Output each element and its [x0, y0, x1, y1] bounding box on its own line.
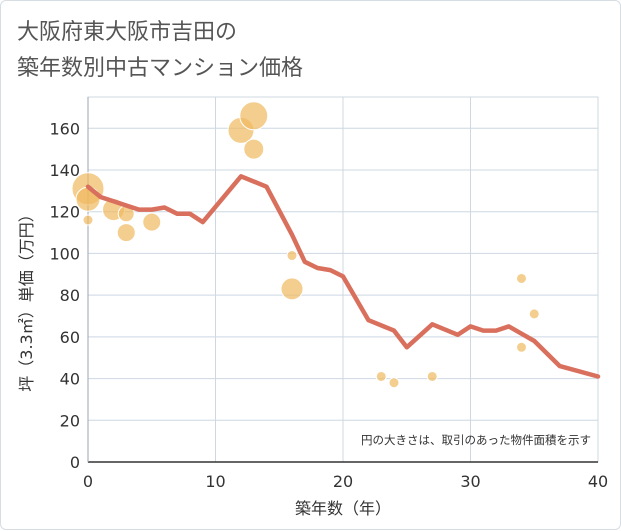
y-axis-label: 坪（3.3㎡）単価（万円） [17, 206, 36, 391]
y-tick-label: 120 [49, 203, 80, 222]
y-tick-label: 0 [70, 453, 80, 472]
y-tick-label: 60 [60, 328, 80, 347]
y-tick-label: 40 [60, 370, 80, 389]
axes [87, 97, 598, 463]
data-bubble [82, 214, 94, 226]
data-bubble [243, 138, 265, 160]
chart-title-line-1: 大阪府東大阪市吉田の [17, 20, 238, 45]
y-tick-label: 160 [49, 119, 80, 138]
data-bubble [426, 370, 438, 382]
tick-labels: 0 20 40 60 80 100 120 140 160 0 10 20 30 40 [49, 119, 608, 491]
x-tick-label: 10 [205, 472, 225, 491]
data-bubble [375, 370, 387, 382]
data-bubble [116, 223, 136, 243]
bubble-series [71, 101, 540, 389]
average-price-line [85, 174, 601, 379]
data-bubble [516, 272, 527, 284]
x-tick-label: 20 [333, 472, 353, 491]
data-bubble [388, 377, 400, 389]
x-tick-label: 0 [83, 472, 93, 491]
data-bubble [528, 308, 540, 320]
x-tick-label: 30 [460, 472, 480, 491]
data-bubble [280, 277, 304, 301]
y-tick-label: 20 [60, 411, 80, 430]
y-tick-label: 100 [49, 244, 80, 263]
y-tick-label: 80 [60, 286, 80, 305]
x-tick-label: 40 [588, 472, 608, 491]
data-bubble [142, 212, 162, 232]
x-axis-label: 築年数（年） [295, 499, 391, 518]
data-bubble [516, 341, 527, 353]
data-bubble [286, 250, 298, 262]
y-tick-label: 140 [49, 161, 80, 180]
data-bubble [239, 101, 269, 131]
bubble-size-note: 円の大きさは、取引のあった物件面積を示す [361, 433, 591, 447]
line-series [85, 174, 601, 379]
chart-title: 大阪府東大阪市吉田の 築年数別中古マンション価格 [17, 15, 303, 87]
chart-title-line-2: 築年数別中古マンション価格 [17, 56, 304, 81]
